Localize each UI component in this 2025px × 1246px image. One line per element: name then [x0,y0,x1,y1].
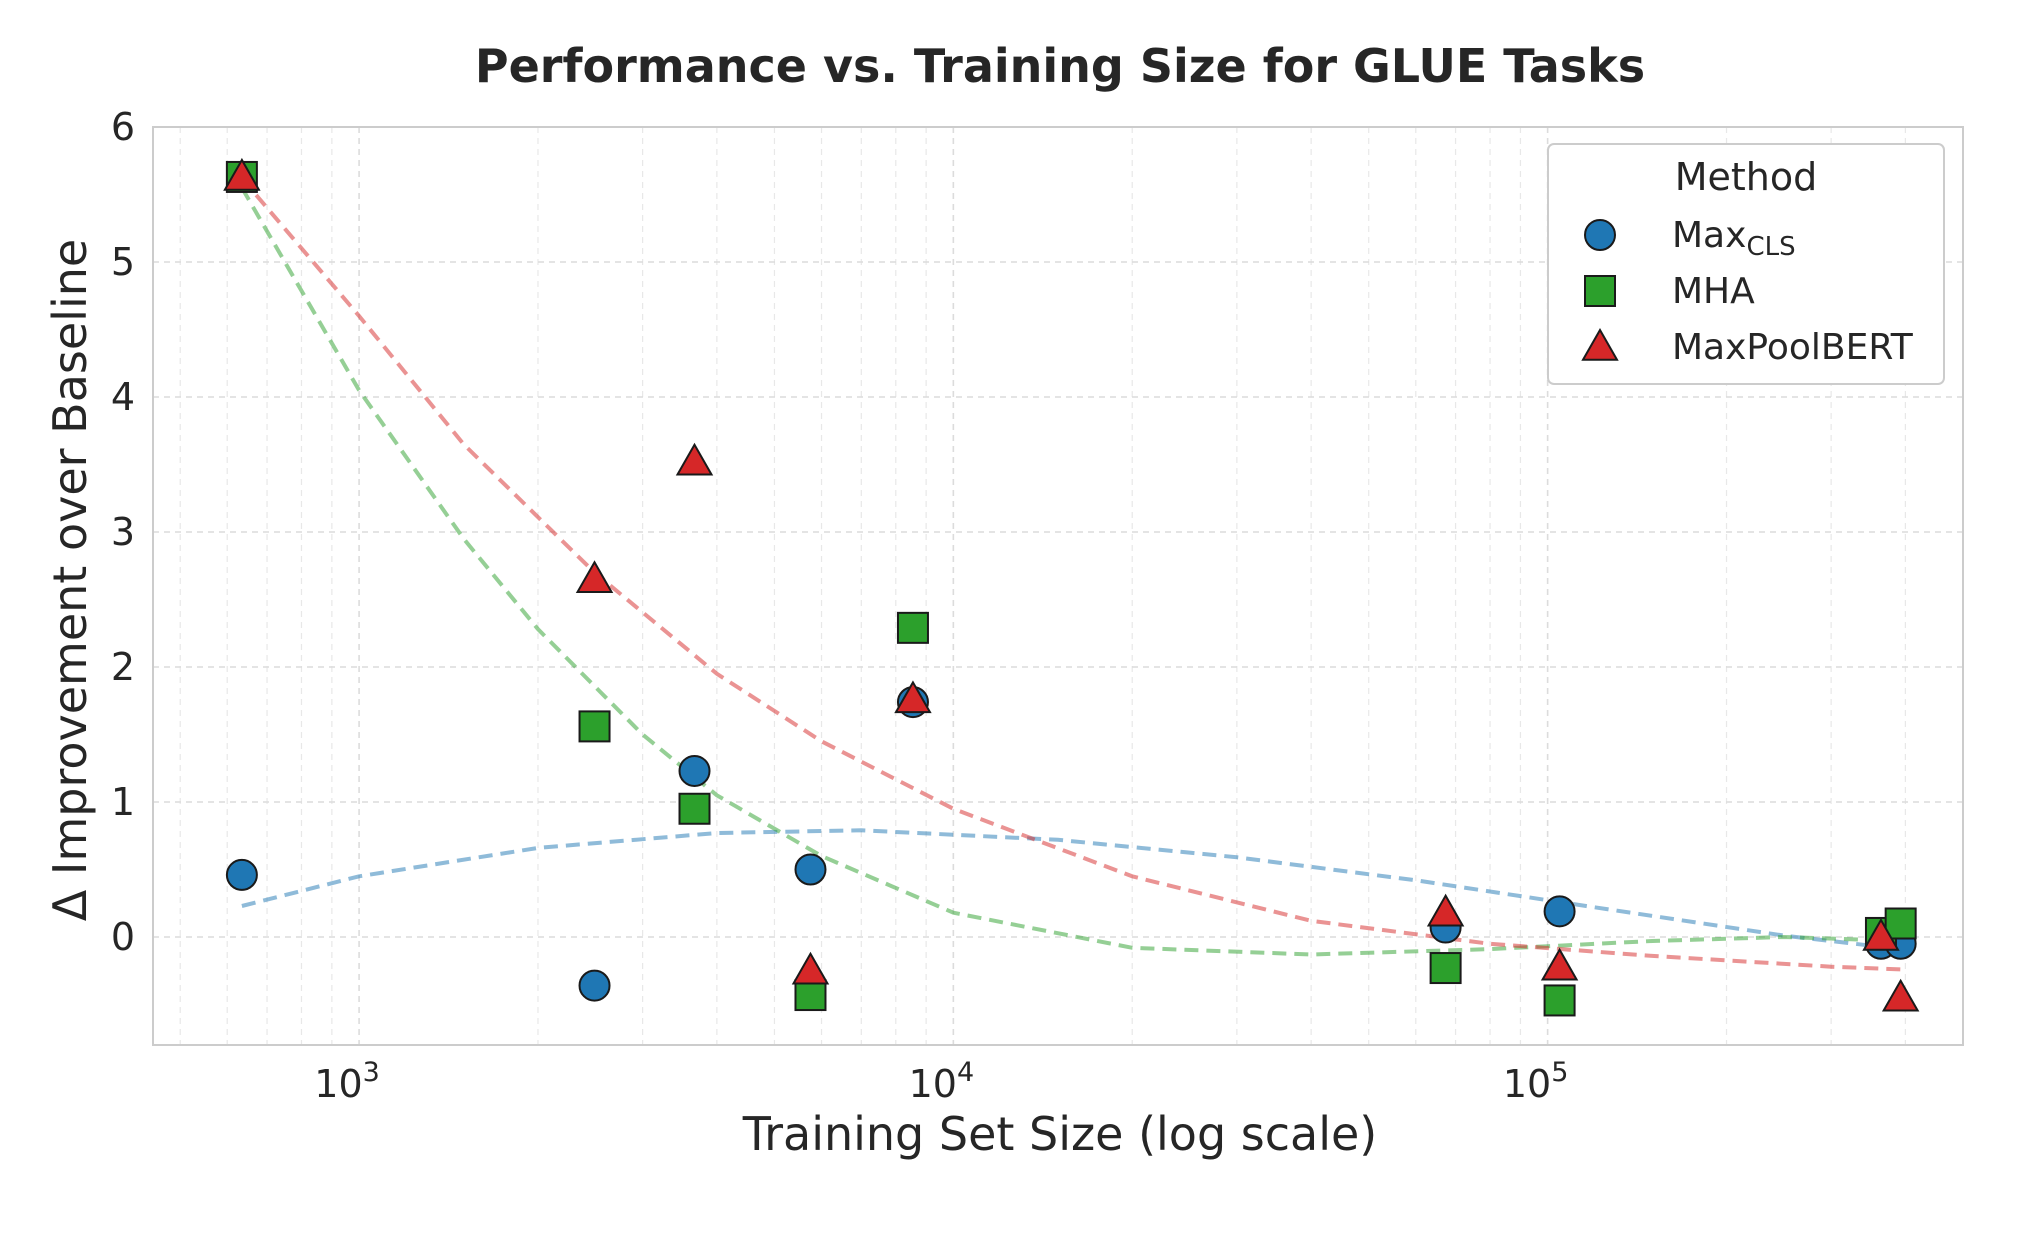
legend-label: MaxCLS [1672,215,1796,262]
plot-frame [152,126,1964,1046]
y-tick-label: 2 [111,645,135,689]
square-data-point [896,611,929,644]
triangle-data-point [575,560,614,593]
circle-data-point [794,853,827,886]
square-data-point [794,979,827,1012]
trend-line-square [240,186,1901,957]
y-tick-label: 6 [111,105,135,149]
triangle-data-point [1862,917,1900,951]
legend-box [1547,143,1945,385]
legend-title: Method [1675,155,1818,199]
legend: Method MaxCLS MHA MaxPoolBERT [1547,143,1945,385]
data-points [223,157,1920,1017]
square-data-point [1543,984,1576,1017]
square-data-point [1429,952,1462,985]
legend-items: MaxCLS MHA MaxPoolBERT [1581,215,1914,368]
triangle-data-point [1540,947,1579,981]
square-data-point [1884,907,1917,940]
trend-line-circle [241,828,1901,952]
square-data-point [678,792,711,825]
circle-data-point [678,754,711,787]
y-tick-label: 3 [111,510,135,554]
x-tick-exponent: 3 [363,1057,380,1088]
triangle-data-point [1881,978,1920,1012]
triangle-data-point [223,157,261,191]
circle-data-point [1543,895,1576,928]
legend-marker-triangle [1581,327,1619,361]
y-tick-label: 0 [111,915,135,959]
legend-label-subscript: CLS [1746,232,1795,262]
triangle-data-point [894,680,932,714]
square-data-point [578,710,611,743]
legend-label: MHA [1672,271,1755,312]
trend-lines [240,177,1901,972]
trend-line-triangle [240,177,1901,972]
circle-data-point [225,858,258,891]
legend-marker-square [1584,275,1616,307]
y-tick-label: 1 [111,780,135,824]
legend-label: MaxPoolBERT [1672,327,1914,368]
triangle-data-point [675,442,714,476]
legend-marker-circle [1584,219,1616,251]
x-axis-label: Training Set Size (log scale) [742,1107,1378,1161]
chart-title: Performance vs. Training Size for GLUE T… [475,39,1645,93]
y-tick-label: 5 [111,240,135,284]
y-axis-label: Δ Improvement over Baseline [43,239,97,921]
y-tick-label: 4 [111,375,135,419]
x-tick-exponent: 5 [1551,1057,1568,1088]
triangle-data-point [1426,893,1465,927]
triangle-data-point [791,951,830,985]
circle-data-point [578,969,611,1002]
x-tick-exponent: 4 [957,1057,974,1088]
